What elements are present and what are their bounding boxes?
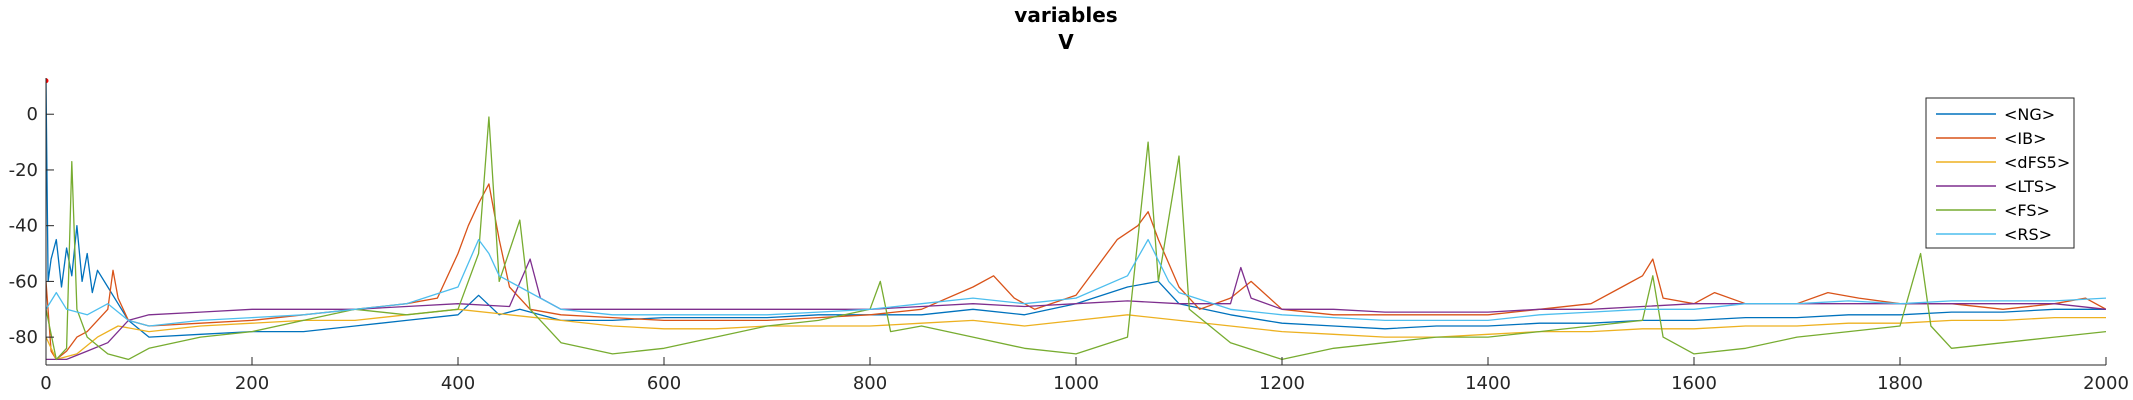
start-point-marker [46,78,49,84]
series-line-3 [46,258,2106,361]
legend-box [1925,97,2075,249]
x-tick-label: 1800 [1877,373,1923,394]
chart-title: variables [1014,3,1117,27]
y-tick-label: -80 [9,327,38,348]
x-tick-label: 200 [235,373,269,394]
y-tick-label: -20 [9,160,38,181]
x-tick-label: 400 [441,373,475,394]
y-tick-label: 0 [27,104,38,125]
legend: <NG> <IB> <dFS5> <LTS> <FS> <RS> [1925,97,2075,249]
x-tick-label: 2000 [2083,373,2129,394]
legend-label: <RS> [2004,225,2052,244]
legend-label: <FS> [2004,201,2050,220]
y-ticks: 0 -20 -40 -60 -80 [9,104,54,348]
x-tick-label: 1000 [1053,373,1099,394]
series-line-5 [46,238,2106,327]
chart-subtitle: V [1058,30,1074,54]
y-tick-label: -40 [9,216,38,237]
x-tick-label: 1200 [1259,373,1305,394]
legend-label: <LTS> [2004,177,2057,196]
x-tick-label: 1400 [1465,373,1511,394]
x-tick-label: 0 [40,373,51,394]
legend-label: <dFS5> [2004,153,2070,172]
x-tick-label: 1600 [1671,373,1717,394]
x-tick-label: 600 [647,373,681,394]
legend-label: <NG> [2004,105,2055,124]
x-ticks: 0 200 400 600 800 1000 1200 1400 1600 1800 2000 [40,357,2129,394]
series-line-2 [46,308,2106,361]
plot-area [46,78,2106,365]
legend-label: <IB> [2004,129,2047,148]
series-layer [46,78,2106,361]
y-tick-label: -60 [9,271,38,292]
series-line-0 [46,80,2106,338]
series-line-1 [46,183,2106,361]
x-tick-label: 800 [853,373,887,394]
series-line-4 [46,116,2106,361]
